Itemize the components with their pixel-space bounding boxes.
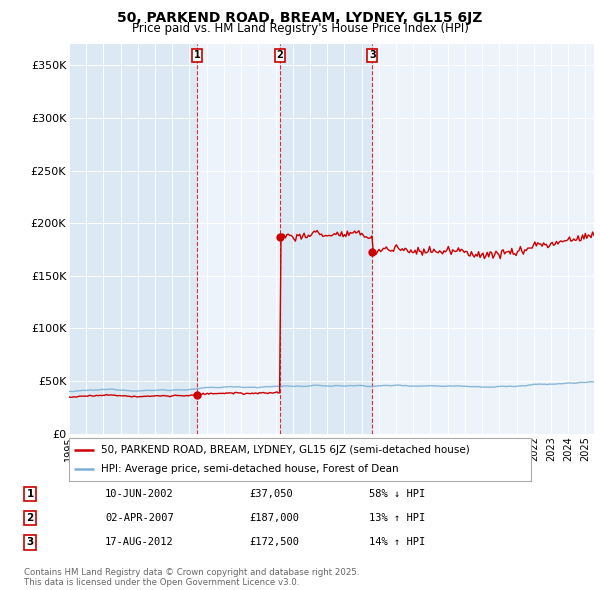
Text: 17-AUG-2012: 17-AUG-2012 [105, 537, 174, 547]
Text: 1: 1 [26, 489, 34, 499]
Text: £187,000: £187,000 [249, 513, 299, 523]
Text: Price paid vs. HM Land Registry's House Price Index (HPI): Price paid vs. HM Land Registry's House … [131, 22, 469, 35]
Text: £37,050: £37,050 [249, 489, 293, 499]
Text: 1: 1 [194, 50, 200, 60]
Text: 58% ↓ HPI: 58% ↓ HPI [369, 489, 425, 499]
Text: 3: 3 [26, 537, 34, 547]
Text: 2: 2 [26, 513, 34, 523]
Text: Contains HM Land Registry data © Crown copyright and database right 2025.
This d: Contains HM Land Registry data © Crown c… [24, 568, 359, 587]
Text: 10-JUN-2002: 10-JUN-2002 [105, 489, 174, 499]
Text: 14% ↑ HPI: 14% ↑ HPI [369, 537, 425, 547]
Text: 50, PARKEND ROAD, BREAM, LYDNEY, GL15 6JZ (semi-detached house): 50, PARKEND ROAD, BREAM, LYDNEY, GL15 6J… [101, 445, 470, 455]
Text: 3: 3 [369, 50, 376, 60]
Bar [372, 44, 594, 434]
Bar [69, 44, 197, 434]
Text: 13% ↑ HPI: 13% ↑ HPI [369, 513, 425, 523]
Text: HPI: Average price, semi-detached house, Forest of Dean: HPI: Average price, semi-detached house,… [101, 464, 399, 474]
Text: £172,500: £172,500 [249, 537, 299, 547]
Text: 50, PARKEND ROAD, BREAM, LYDNEY, GL15 6JZ: 50, PARKEND ROAD, BREAM, LYDNEY, GL15 6J… [118, 11, 482, 25]
Text: 2: 2 [277, 50, 283, 60]
Bar [280, 44, 372, 434]
Text: 02-APR-2007: 02-APR-2007 [105, 513, 174, 523]
Bar [197, 44, 280, 434]
